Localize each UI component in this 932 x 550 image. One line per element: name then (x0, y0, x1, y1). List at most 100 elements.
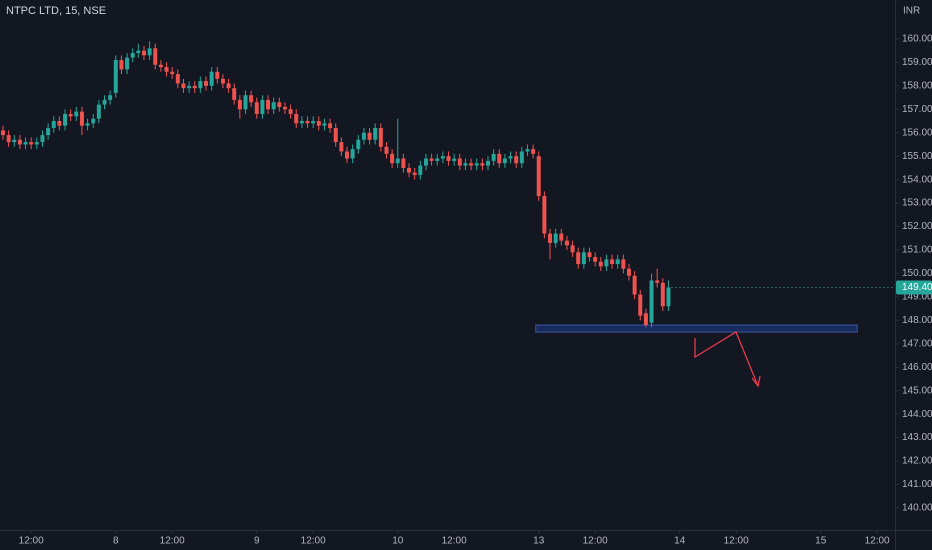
candle-body (51, 121, 56, 129)
y-tick-label: 158.00 (902, 80, 932, 91)
candle-body (626, 268, 631, 276)
candle-body (559, 233, 564, 241)
candle-body (243, 95, 248, 110)
candle-body (367, 132, 372, 140)
candle-body (361, 132, 366, 140)
candle-body (187, 85, 192, 89)
candle-body (266, 99, 271, 110)
candle-body (407, 167, 412, 173)
candle-body (316, 121, 321, 126)
y-tick-label: 144.00 (902, 409, 932, 420)
candle-body (299, 121, 304, 124)
candle-body (74, 111, 79, 117)
projection-arrow (694, 331, 759, 387)
candle-body (113, 60, 118, 93)
candle-body (643, 313, 648, 326)
candle-body (452, 158, 457, 161)
candle-body (249, 95, 254, 103)
candle-body (277, 102, 282, 107)
candle-body (305, 121, 310, 124)
candle-body (34, 142, 39, 145)
candle-body (632, 275, 637, 295)
candle-body (294, 113, 299, 124)
candle-body (328, 123, 333, 129)
x-tick-label: 13 (533, 536, 545, 547)
candle-body (581, 252, 586, 265)
x-tick-label: 12:00 (865, 536, 890, 547)
candle-body (125, 57, 130, 70)
y-tick-label: 159.00 (902, 57, 932, 68)
candle-body (46, 128, 51, 136)
y-tick-label: 149.00 (902, 292, 932, 303)
candle-body (666, 287, 671, 307)
candle-body (164, 67, 169, 72)
x-tick-label: 12:00 (583, 536, 608, 547)
candle-layer (0, 41, 671, 328)
y-tick-label: 145.00 (902, 385, 932, 396)
last-price-label: 149.40 (902, 282, 932, 293)
candle-body (254, 102, 259, 114)
candle-body (378, 128, 383, 147)
candle-body (345, 151, 350, 159)
x-tick-label: 9 (254, 536, 260, 547)
y-tick-label: 150.00 (902, 268, 932, 279)
candle-body (463, 163, 468, 166)
candle-body (141, 50, 146, 56)
candle-body (63, 113, 68, 126)
y-tick-label: 148.00 (902, 315, 932, 326)
candle-body (564, 240, 569, 246)
y-tick-label: 151.00 (902, 245, 932, 256)
candle-body (198, 81, 203, 89)
candle-body (587, 252, 592, 258)
y-tick-label: 141.00 (902, 479, 932, 490)
candle-body (615, 259, 620, 265)
candle-body (6, 135, 11, 143)
candle-body (23, 142, 28, 145)
candle-body (502, 158, 507, 164)
candle-body (170, 71, 175, 75)
candle-body (514, 156, 519, 164)
candle-body (57, 121, 62, 126)
x-tick-label: 8 (113, 536, 119, 547)
candle-body (480, 163, 485, 166)
x-tick-label: 12:00 (19, 536, 44, 547)
candle-body (96, 104, 101, 119)
candle-body (192, 85, 197, 89)
candle-body (226, 83, 231, 89)
candle-body (68, 113, 73, 117)
candle-body (525, 149, 530, 152)
candle-body (435, 158, 440, 161)
candle-body (485, 160, 490, 166)
x-tick-label: 15 (815, 536, 827, 547)
candle-body (446, 156, 451, 161)
candle-body (429, 158, 434, 161)
candle-body (102, 99, 107, 105)
axis-layer: 140.00 141.00 142.00 143.00 144.00 145.00 146.… (19, 34, 932, 547)
candle-body (553, 233, 558, 243)
y-tick-label: 152.00 (902, 221, 932, 232)
support-zone (535, 324, 858, 333)
last-price-box (896, 280, 932, 295)
candle-body (356, 139, 361, 150)
candle-body (491, 153, 496, 161)
candle-body (610, 259, 615, 265)
candle-body (469, 163, 474, 166)
zone-layer (535, 324, 858, 333)
candle-body (40, 135, 45, 143)
candle-body (638, 294, 643, 316)
candle-body (85, 123, 90, 126)
y-tick-label: 160.00 (902, 34, 932, 45)
candle-body (181, 83, 186, 89)
candle-body (12, 139, 17, 143)
x-tick-label: 10 (392, 536, 404, 547)
candle-body (0, 130, 5, 136)
candle-body (604, 259, 609, 267)
x-tick-label: 14 (674, 536, 686, 547)
candle-body (153, 48, 158, 65)
candle-body (91, 118, 96, 124)
candle-body (311, 121, 316, 124)
candle-body (232, 88, 237, 100)
candle-body (119, 60, 124, 70)
currency-label: INR (903, 6, 920, 17)
